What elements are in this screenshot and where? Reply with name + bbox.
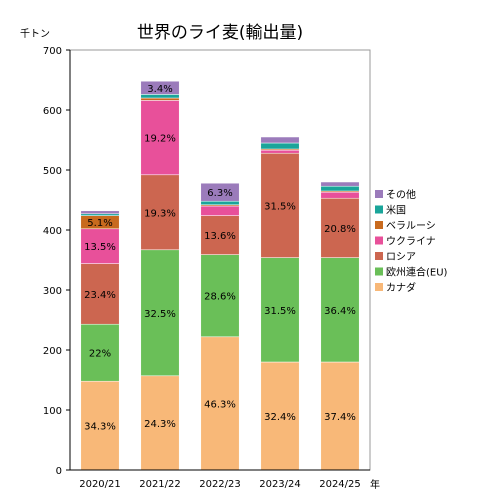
data-label: 32.5%	[144, 309, 176, 320]
legend-swatch	[375, 205, 383, 214]
legend-swatch	[375, 190, 383, 198]
bar-segment	[200, 254, 240, 338]
bar-segment	[320, 191, 360, 199]
data-label: 3.4%	[147, 84, 172, 95]
bar-segment	[200, 215, 240, 255]
data-label: 46.3%	[204, 399, 236, 410]
legend-swatch	[375, 221, 383, 229]
data-label: 19.3%	[144, 208, 176, 219]
data-label: 20.8%	[324, 224, 356, 235]
bars: 34.3% 22% 23.4% 13.5% 5.1% 24.3% 32.5% 19.3% 19.…	[80, 80, 360, 471]
data-label: 34.3%	[84, 422, 116, 433]
legend-label: ベラルーシ	[386, 220, 436, 232]
data-label: 19.2%	[144, 134, 176, 145]
bar-segment	[320, 257, 360, 363]
legend-swatch	[375, 267, 383, 276]
y-tick-label: 600	[43, 106, 62, 117]
legend-swatch	[375, 252, 383, 260]
data-label: 37.4%	[324, 412, 356, 423]
y-tick-label: 500	[43, 166, 62, 177]
bar-segment	[200, 205, 240, 216]
bar-segment	[260, 142, 300, 150]
bar-segment	[260, 152, 300, 258]
x-category-label: 2022/23	[199, 479, 241, 490]
bar-segment	[80, 210, 120, 215]
legend-label: カナダ	[386, 281, 416, 294]
x-axis-categories: 2020/21 2021/22 2022/23 2023/24 2024/25	[79, 479, 361, 490]
data-label: 24.3%	[144, 419, 176, 430]
data-label: 23.4%	[84, 290, 116, 301]
bar-segment	[140, 94, 180, 99]
bar-segment	[140, 375, 180, 471]
bar-segment	[80, 213, 120, 216]
data-label: 31.5%	[264, 306, 296, 317]
bar-segment	[200, 182, 240, 202]
bar-segment	[140, 100, 180, 176]
y-tick-label: 700	[43, 46, 62, 57]
y-axis-ticks: 0 100 200 300 400 500 600 700	[43, 46, 70, 477]
chart-title: 世界のライ麦(輸出量)	[137, 23, 303, 43]
bar-segment	[140, 80, 180, 95]
legend-label: ウクライナ	[386, 236, 436, 248]
bar-segment	[320, 185, 360, 192]
legend-label: ロシア	[386, 252, 416, 263]
x-category-label: 2021/22	[139, 479, 181, 490]
legend-swatch	[375, 283, 383, 291]
data-label: 13.5%	[84, 242, 116, 253]
legend-swatch	[375, 236, 383, 245]
legend-label: その他	[386, 188, 416, 201]
bar-segment	[260, 136, 300, 144]
data-label: 32.4%	[264, 412, 296, 423]
bar-segment	[260, 149, 300, 154]
bar-segment	[260, 361, 300, 471]
bar-segment	[260, 257, 300, 363]
data-label: 31.5%	[264, 201, 296, 212]
bar-segment	[140, 174, 180, 251]
bar-segment	[320, 181, 360, 187]
legend-label: 欧州連合(EU)	[386, 266, 448, 279]
data-label: 22%	[89, 349, 111, 360]
data-label: 36.4%	[324, 306, 356, 317]
y-tick-label: 400	[43, 226, 62, 237]
bar-segment	[200, 336, 240, 471]
y-tick-label: 0	[56, 466, 62, 477]
data-label: 13.6%	[204, 231, 236, 242]
x-category-label: 2023/24	[259, 479, 301, 490]
x-axis-unit: 年	[370, 478, 380, 491]
bar-segment	[200, 200, 240, 206]
bar-segment	[320, 361, 360, 471]
x-category-label: 2024/25	[319, 479, 361, 490]
x-category-label: 2020/21	[79, 479, 121, 490]
legend-label: 米国	[386, 204, 406, 217]
bar-segment	[140, 97, 180, 101]
data-label: 5.1%	[87, 218, 112, 229]
y-tick-label: 100	[43, 406, 62, 417]
y-axis-unit: 千トン	[20, 28, 50, 40]
data-label: 28.6%	[204, 292, 236, 303]
y-tick-label: 200	[43, 346, 62, 357]
data-label: 6.3%	[207, 188, 232, 199]
y-tick-label: 300	[43, 286, 62, 297]
